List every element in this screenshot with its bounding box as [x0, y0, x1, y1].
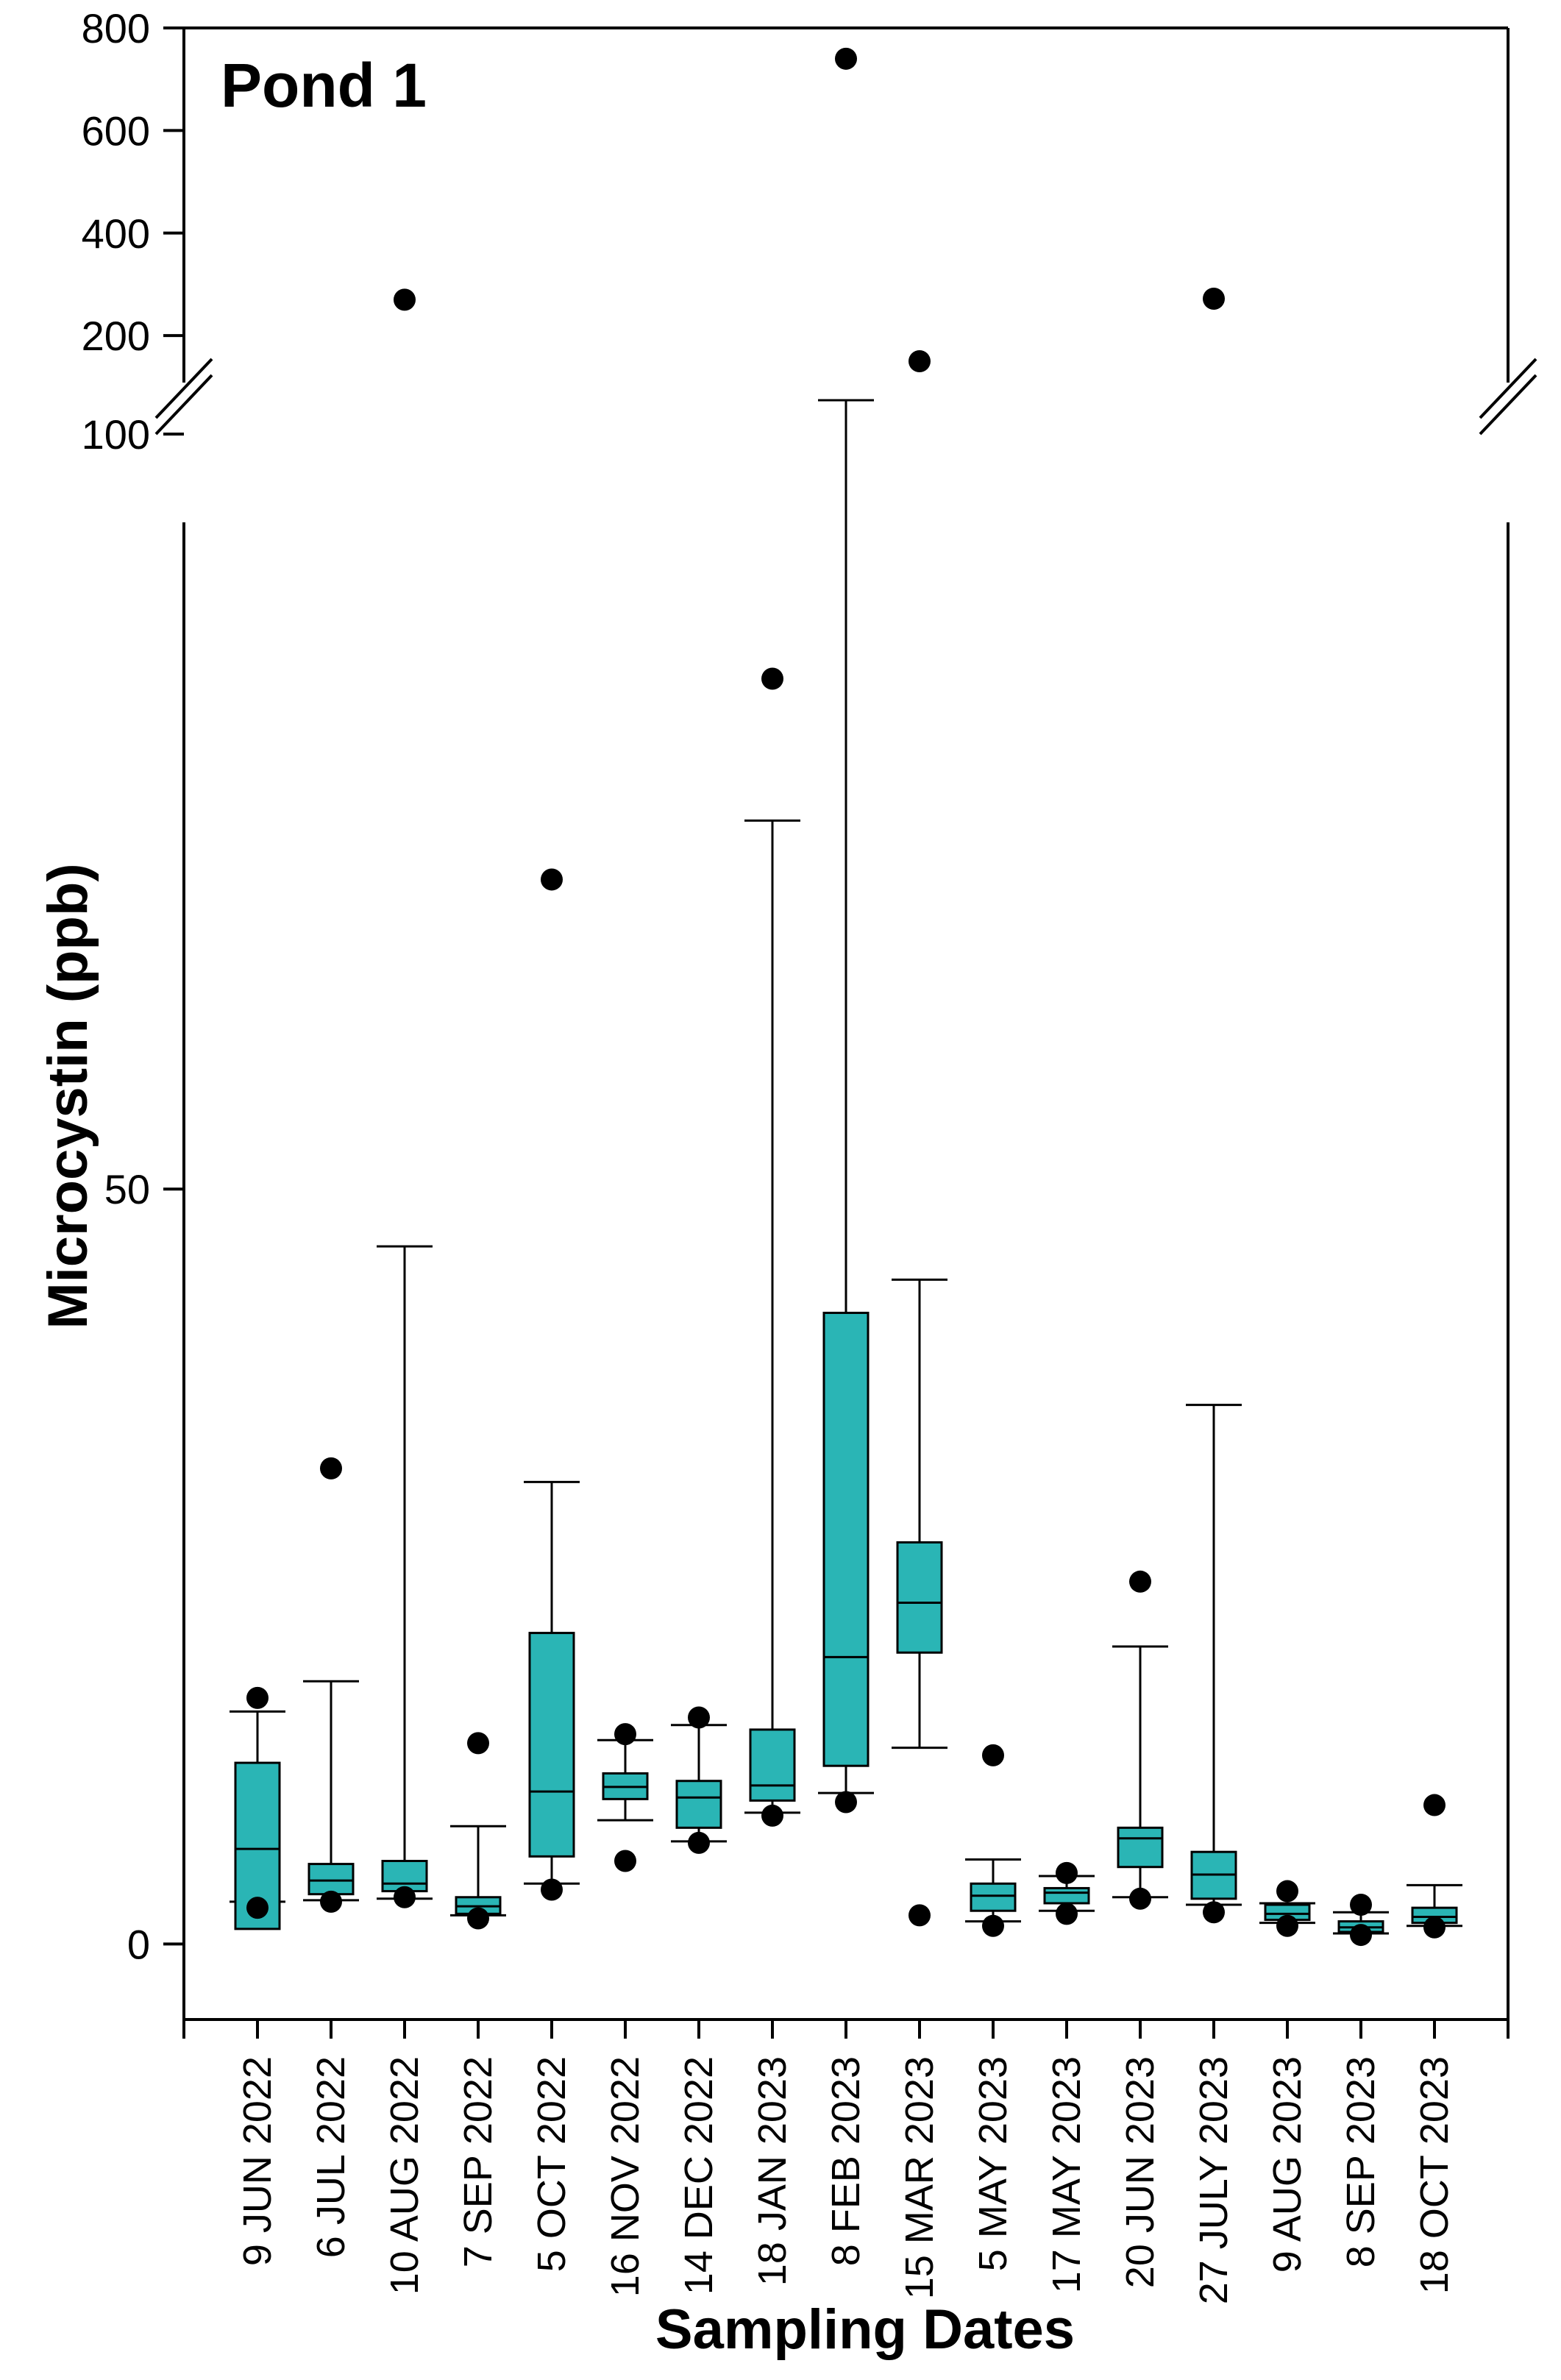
- outlier-point: [982, 1744, 1004, 1766]
- x-tick-label: 17 MAY 2023: [1045, 2056, 1089, 2293]
- outlier-point: [1056, 1903, 1078, 1925]
- box-group: [965, 1744, 1021, 1937]
- y-tick-label: 600: [82, 107, 150, 154]
- y-tick-label: 0: [127, 1921, 150, 1967]
- x-tick-label: 9 AUG 2023: [1265, 2056, 1309, 2273]
- outlier-point: [1276, 1914, 1298, 1937]
- box-iqr: [822, 1311, 870, 1767]
- box-group: [597, 1723, 653, 1872]
- box-group: [1259, 1880, 1315, 1937]
- x-tick-label: 7 SEP 2022: [456, 2056, 500, 2267]
- box-group: [1039, 1861, 1095, 1925]
- outlier-point: [1203, 1901, 1225, 1924]
- x-tick-label: 16 NOV 2022: [603, 2056, 647, 2297]
- outlier-point: [1276, 1880, 1298, 1903]
- box-group: [1112, 1570, 1168, 1910]
- outlier-point: [1423, 1916, 1446, 1939]
- outlier-point: [394, 1886, 416, 1908]
- break-stroke: [154, 358, 213, 419]
- axis-break-mark-right: [1479, 358, 1537, 436]
- break-stroke: [1479, 374, 1537, 436]
- outlier-point: [614, 1850, 636, 1872]
- box-group: [818, 47, 874, 1814]
- y-tick-label: 800: [82, 5, 150, 51]
- box-group: [744, 667, 800, 1827]
- x-tick-label: 5 MAY 2023: [971, 2056, 1015, 2271]
- box-series: [230, 47, 1462, 1947]
- x-tick-label: 5 OCT 2022: [530, 2056, 574, 2272]
- outlier-point: [394, 288, 416, 311]
- outlier-point: [320, 1890, 342, 1913]
- outlier-point: [835, 1791, 857, 1814]
- x-tick-label: 6 JUL 2022: [309, 2056, 353, 2258]
- box-group: [1407, 1794, 1462, 1939]
- outlier-point: [761, 667, 783, 690]
- box-group: [1186, 288, 1242, 1924]
- outlier-point: [1423, 1794, 1446, 1816]
- outlier-point: [614, 1723, 636, 1746]
- x-tick-label: 10 AUG 2022: [383, 2056, 427, 2295]
- outlier-point: [246, 1897, 269, 1919]
- x-axis-label: Sampling Dates: [655, 2298, 1075, 2361]
- outlier-point: [908, 350, 931, 373]
- y-axis-label: Microcystin (ppb): [37, 863, 99, 1329]
- outlier-point: [467, 1732, 489, 1755]
- x-tick-label: 20 JUN 2023: [1118, 2056, 1162, 2288]
- outlier-point: [835, 47, 857, 70]
- box-iqr: [1043, 1886, 1090, 1905]
- box-iqr: [675, 1780, 722, 1829]
- box-iqr: [307, 1863, 355, 1896]
- x-tick-label: 18 OCT 2023: [1412, 2056, 1457, 2294]
- box-group: [892, 350, 947, 1927]
- outlier-point: [246, 1686, 269, 1709]
- y-tick-label: 200: [82, 313, 150, 359]
- outlier-point: [1350, 1924, 1372, 1947]
- box-iqr: [1117, 1826, 1164, 1869]
- x-tick-label: 18 JAN 2023: [750, 2056, 794, 2286]
- box-group: [303, 1457, 359, 1913]
- outlier-point: [1203, 288, 1225, 310]
- box-iqr: [970, 1882, 1017, 1912]
- box-group: [524, 868, 580, 1901]
- x-tick-label: 27 JULY 2023: [1192, 2056, 1236, 2304]
- outlier-point: [1129, 1887, 1151, 1910]
- outlier-point: [908, 1904, 931, 1927]
- x-tick-label: 8 SEP 2023: [1339, 2056, 1383, 2267]
- x-tick-label: 8 FEB 2023: [824, 2056, 868, 2266]
- outlier-point: [982, 1914, 1004, 1937]
- x-tick-label: 14 DEC 2022: [677, 2056, 721, 2295]
- box-group: [671, 1706, 727, 1854]
- outlier-point: [467, 1907, 489, 1930]
- break-stroke: [1479, 358, 1537, 419]
- box-iqr: [896, 1541, 943, 1654]
- box-group: [450, 1732, 506, 1930]
- box-iqr: [749, 1728, 796, 1802]
- outlier-point: [541, 1878, 563, 1901]
- break-stroke: [154, 374, 213, 436]
- x-tick-label: 15 MAR 2023: [897, 2056, 942, 2299]
- y-tick-label: 400: [82, 210, 150, 257]
- chart-title: Pond 1: [221, 51, 427, 120]
- x-tick-label: 9 JUN 2022: [235, 2056, 280, 2266]
- outlier-point: [688, 1706, 710, 1729]
- outlier-point: [688, 1831, 710, 1854]
- y-tick-label: 100: [82, 411, 150, 458]
- y-axis: 0 50 100 200 400 600 800: [82, 5, 184, 1967]
- box-group: [377, 288, 433, 1908]
- y-tick-label: 50: [104, 1166, 150, 1212]
- outlier-point: [1056, 1861, 1078, 1884]
- box-group: [1333, 1894, 1389, 1947]
- box-iqr: [528, 1632, 575, 1858]
- box-group: [230, 1686, 285, 1930]
- x-axis: 9 JUN 2022 6 JUL 2022 10 AUG 2022 7 SEP 202…: [182, 2020, 1510, 2304]
- outlier-point: [320, 1457, 342, 1479]
- outlier-point: [761, 1804, 783, 1827]
- outlier-point: [541, 868, 563, 891]
- outlier-point: [1350, 1894, 1372, 1917]
- outlier-point: [1129, 1570, 1151, 1593]
- axis-break-mark-left: [154, 358, 213, 436]
